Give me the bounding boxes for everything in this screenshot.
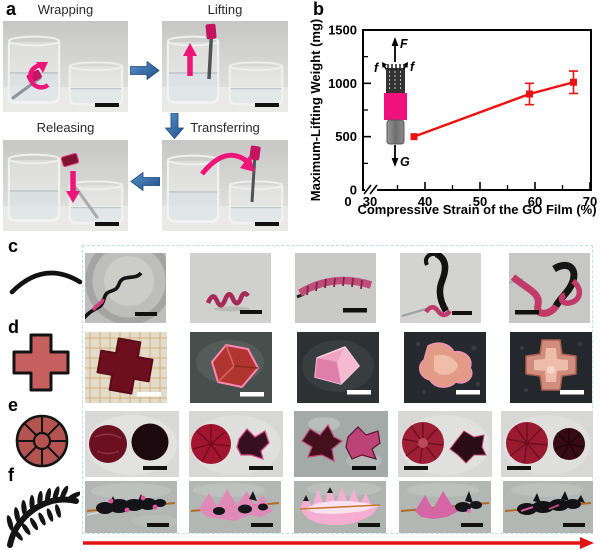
panel-label-b: b (313, 0, 324, 19)
svg-text:500: 500 (335, 129, 357, 144)
svg-text:60: 60 (528, 194, 542, 209)
arrow-left-icon (130, 172, 160, 191)
photo-disc-3 (294, 411, 388, 477)
segmented-wheel-icon (15, 414, 69, 468)
svg-text:G: G (400, 155, 410, 169)
svg-text:f: f (374, 61, 380, 75)
svg-text:1500: 1500 (328, 23, 357, 38)
photo-disc-2 (189, 411, 283, 477)
specimen-grid-border (82, 245, 593, 534)
photo-ribbon-4 (400, 253, 481, 323)
svg-text:70: 70 (583, 194, 597, 209)
photo-transferring (162, 140, 288, 231)
photo-leaf-1 (85, 481, 177, 533)
svg-text:Maximum-Lifting Weight (mg): Maximum-Lifting Weight (mg) (308, 19, 323, 201)
svg-text:0: 0 (344, 194, 351, 209)
step-title-lifting: Lifting (207, 2, 243, 17)
photo-cross-1 (85, 332, 167, 403)
step-title-transferring: Transferring (190, 120, 260, 135)
photo-disc-5 (501, 411, 593, 477)
svg-text:1000: 1000 (328, 76, 357, 91)
panel-label-c: c (8, 236, 19, 256)
photo-cross-4 (404, 332, 486, 403)
photo-lifting (162, 21, 288, 112)
long-red-arrow-icon (83, 537, 594, 549)
photo-ribbon-1 (85, 253, 166, 323)
photo-releasing (3, 140, 128, 231)
photo-ribbon-5 (509, 253, 590, 323)
cross-icon (12, 333, 70, 392)
panel-label-a: a (6, 0, 17, 19)
svg-text:40: 40 (418, 194, 432, 209)
lifting-weight-chart: 0 30 40 50 60 70 0 500 1000 1500 Compressive Strai… (308, 19, 597, 217)
panel-label-f: f (8, 465, 14, 485)
photo-cross-5 (510, 332, 592, 403)
svg-text:F: F (400, 37, 408, 51)
step-title-releasing: Releasing (36, 120, 95, 135)
step-title-wrapping: Wrapping (37, 2, 94, 17)
photo-disc-4 (398, 411, 492, 477)
photo-leaf-3 (294, 481, 386, 533)
arrow-down-icon (165, 113, 184, 139)
photo-disc-1 (85, 411, 179, 477)
photo-leaf-2 (189, 481, 281, 533)
svg-text:30: 30 (363, 194, 377, 209)
panel-label-d: d (8, 317, 19, 337)
photo-wrapping (3, 21, 128, 112)
svg-text:0: 0 (350, 183, 357, 198)
svg-text:Compressive Strain of the GO F: Compressive Strain of the GO Film (%) (357, 202, 596, 217)
svg-text:f: f (410, 60, 416, 74)
photo-cross-3 (297, 332, 379, 403)
photo-leaf-4 (399, 481, 491, 533)
photo-cross-2 (190, 332, 272, 403)
photo-leaf-5 (503, 481, 593, 533)
svg-text:50: 50 (473, 194, 487, 209)
arrow-right-icon (130, 61, 160, 80)
arc-icon (9, 270, 83, 295)
fern-frond-icon (6, 485, 80, 548)
photo-ribbon-3 (295, 253, 376, 323)
panel-label-e: e (8, 395, 19, 415)
photo-ribbon-2 (190, 253, 271, 323)
